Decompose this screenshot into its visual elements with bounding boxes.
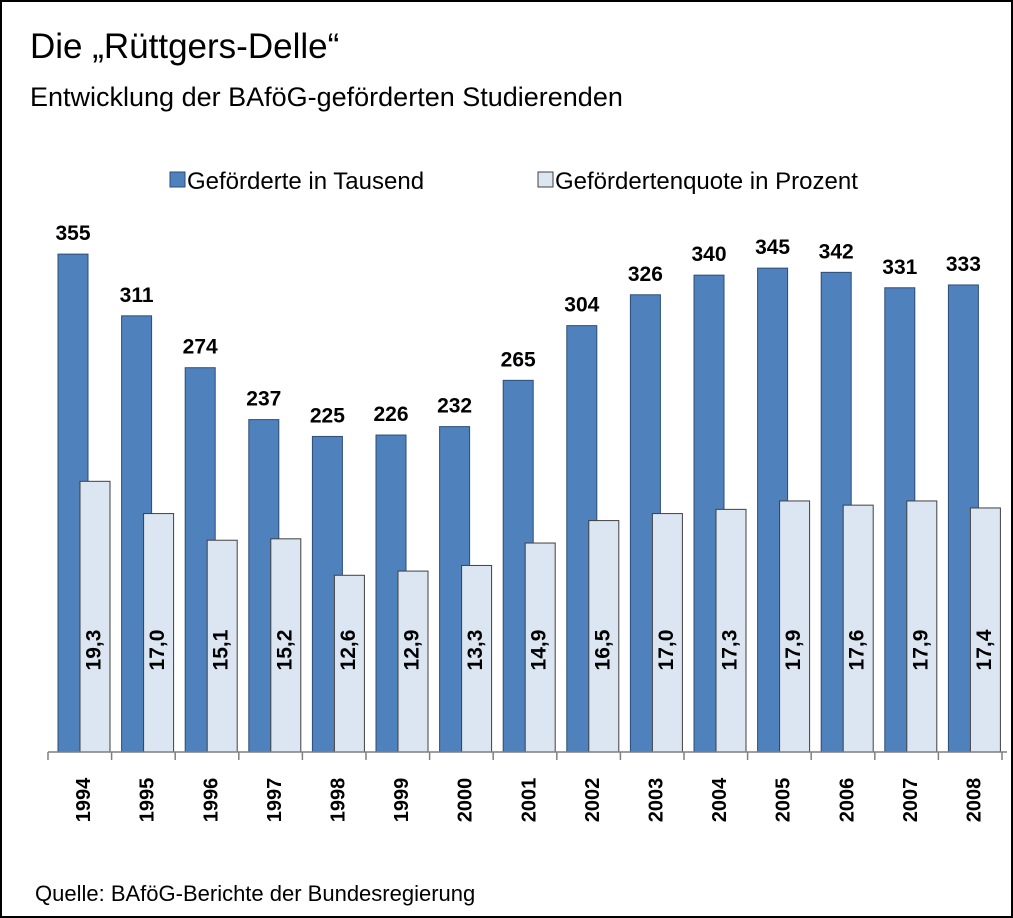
data-label: 15,2 [273, 630, 296, 671]
chart-subtitle: Entwicklung der BAföG-geförderten Studie… [30, 82, 623, 112]
x-tick-label: 1998 [327, 778, 349, 823]
data-label: 17,0 [655, 630, 678, 671]
data-label: 304 [564, 294, 599, 317]
x-tick-label: 2002 [582, 778, 604, 823]
data-label: 333 [946, 253, 981, 276]
data-label: 17,6 [846, 630, 869, 671]
bar [715, 508, 747, 753]
x-tick-label: 2006 [836, 778, 858, 823]
x-tick-label: 2003 [645, 778, 667, 823]
data-label: 12,9 [401, 630, 424, 671]
legend-swatch [169, 171, 186, 188]
data-label: 311 [120, 284, 154, 307]
data-label: 12,6 [337, 630, 360, 671]
bar [333, 574, 365, 753]
x-tick-label: 2008 [963, 778, 985, 823]
data-label: 342 [819, 240, 854, 263]
data-label: 226 [373, 403, 408, 426]
data-label: 17,0 [146, 630, 169, 671]
bar [461, 564, 493, 753]
x-tick-label: 1999 [391, 778, 413, 823]
bar [524, 542, 556, 753]
data-label: 13,3 [464, 630, 487, 671]
data-label: 265 [501, 348, 536, 371]
legend-swatch [537, 171, 554, 188]
bar [969, 507, 1001, 753]
bar [206, 539, 238, 753]
x-tick-label: 2007 [900, 778, 922, 823]
chart-title: Die „Rüttgers-Delle“ [30, 27, 339, 66]
x-tick-label: 2001 [518, 778, 540, 823]
data-label: 17,4 [973, 629, 996, 670]
data-label: 16,5 [591, 629, 614, 670]
x-tick-label: 2005 [773, 778, 795, 823]
bar [651, 513, 683, 753]
data-label: 345 [755, 236, 790, 259]
x-tick-label: 1996 [200, 778, 222, 823]
bar [143, 513, 175, 753]
bar [779, 500, 811, 753]
legend-label: Geförderte in Tausend [187, 168, 424, 195]
bar [588, 520, 620, 753]
bar [906, 500, 938, 753]
x-tick-label: 2004 [709, 777, 731, 822]
data-label: 14,9 [528, 630, 551, 671]
data-label: 237 [246, 388, 281, 411]
data-label: 17,9 [909, 630, 932, 671]
bar [79, 480, 111, 753]
x-tick-label: 1995 [137, 778, 159, 823]
x-tick-label: 1994 [73, 777, 95, 822]
bar [397, 570, 429, 753]
legend-label: Gefördertenquote in Prozent [555, 168, 858, 195]
data-label: 19,3 [83, 630, 106, 671]
data-label: 225 [310, 404, 345, 427]
data-label: 15,1 [210, 629, 233, 670]
bar [270, 538, 302, 753]
data-label: 17,3 [719, 630, 742, 671]
data-label: 17,9 [782, 630, 805, 671]
data-label: 232 [437, 395, 472, 418]
data-label: 331 [882, 256, 917, 279]
bar [842, 504, 874, 753]
data-label: 340 [691, 243, 726, 266]
data-label: 326 [628, 263, 663, 286]
x-tick-label: 1997 [264, 778, 286, 823]
x-tick-label: 2000 [455, 778, 477, 823]
data-label: 355 [55, 222, 90, 245]
data-label: 274 [183, 336, 218, 359]
source: Quelle: BAföG-Berichte der Bundesregieru… [35, 881, 475, 906]
